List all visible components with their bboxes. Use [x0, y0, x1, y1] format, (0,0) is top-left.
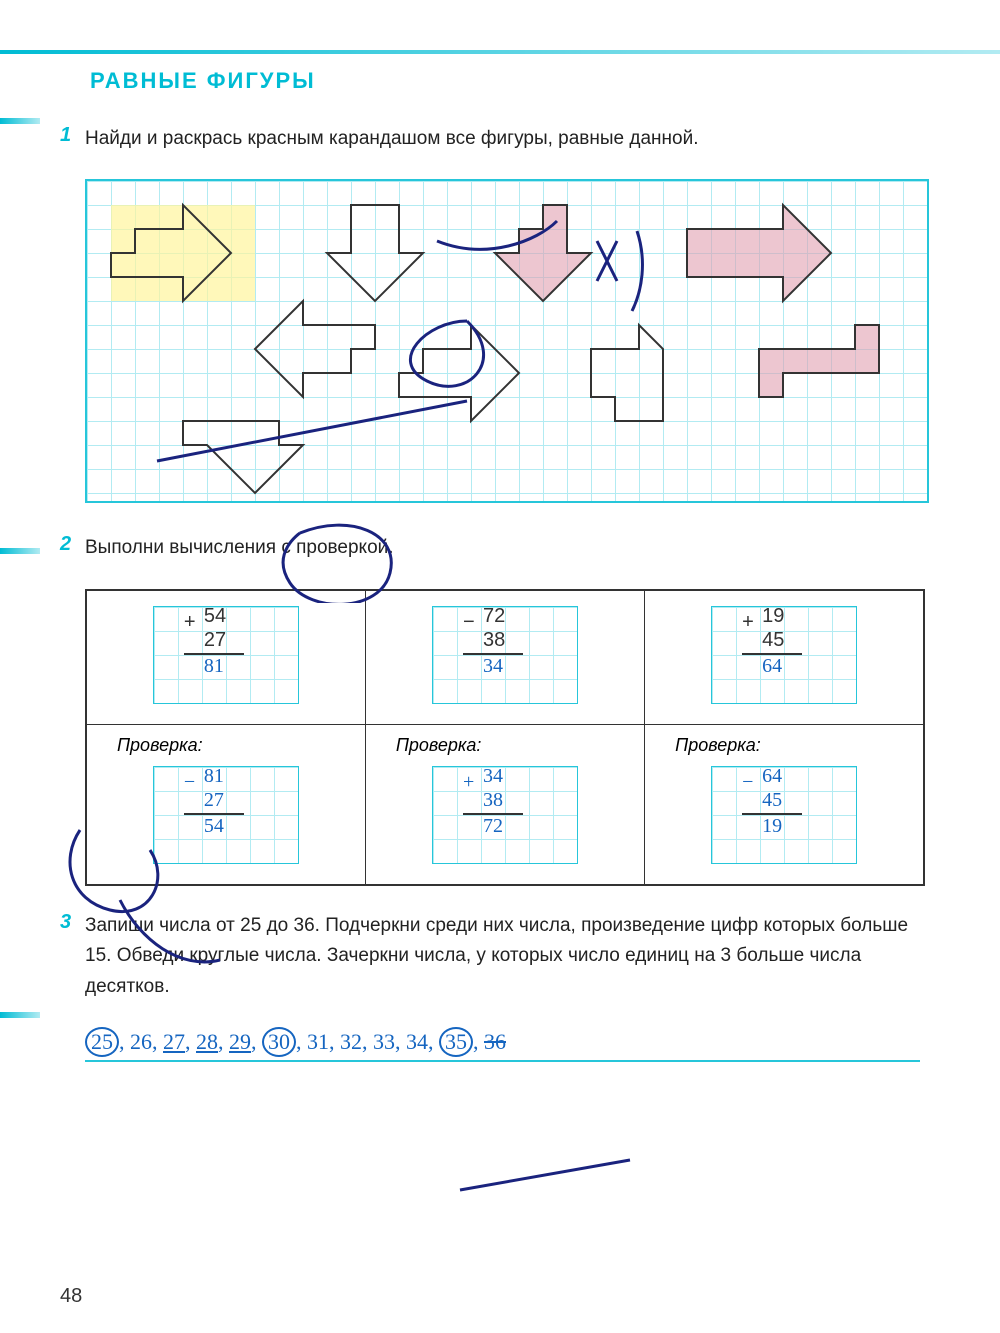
side-marker [0, 548, 40, 554]
calc-problem: + 54 27 81 [153, 606, 299, 704]
calc-problem: − 72 38 34 [432, 606, 578, 704]
task1-row: 1 Найди и раскрась красным карандашом вс… [60, 124, 920, 169]
task3-row: 3 Запиши числа от 25 до 36. Подчеркни ср… [60, 911, 920, 1017]
header-rule [0, 50, 1000, 54]
calculation-table: + 54 27 81 − 72 38 34 + 19 45 64 Проверк… [85, 589, 925, 886]
task3-num: 3 [60, 911, 85, 934]
shapes-grid [85, 179, 929, 503]
check-label: Проверка: [376, 735, 634, 756]
check-label: Проверка: [655, 735, 913, 756]
task3-answer: 25, 26, 27, 28, 29, 30, 31, 32, 33, 34, … [85, 1027, 920, 1062]
task1-text: Найди и раскрась красным карандашом все … [85, 124, 920, 154]
task3-text: Запиши числа от 25 до 36. Подчеркни сред… [85, 911, 920, 1002]
shapes-svg [87, 181, 927, 501]
check-label: Проверка: [97, 735, 355, 756]
page-title: РАВНЫЕ ФИГУРЫ [90, 68, 920, 94]
page-number: 48 [60, 1285, 82, 1308]
workbook-page: РАВНЫЕ ФИГУРЫ 1 Найди и раскрась красным… [0, 0, 1000, 1333]
pen-circle [240, 483, 640, 603]
side-marker [0, 1012, 40, 1018]
calc-check: − 81 27 54 [153, 766, 299, 864]
calc-problem: + 19 45 64 [711, 606, 857, 704]
side-marker [0, 118, 40, 124]
calc-check: + 34 38 72 [432, 766, 578, 864]
task2-num: 2 [60, 533, 85, 556]
calc-check: − 64 45 19 [711, 766, 857, 864]
task1-num: 1 [60, 124, 85, 147]
task2-row: 2 Выполни вычисления с проверкой. [60, 533, 920, 578]
